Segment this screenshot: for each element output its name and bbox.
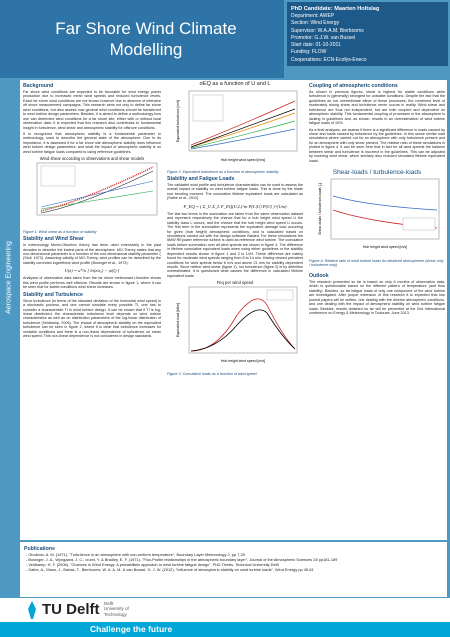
- heading: Outlook: [309, 273, 329, 279]
- figure-4: Hub height wind speed [m/s] Shear-loads …: [318, 178, 440, 249]
- info-line: Promotor: G.J.W. van Bussel: [291, 34, 356, 41]
- heading: Coupling of atmospheric conditions: [309, 83, 398, 89]
- publication: - Veldkamp, H. F. (2006), "Chances in Wi…: [26, 562, 279, 567]
- paragraph: Since turbulence (in terms of the standa…: [23, 298, 161, 339]
- heading: Stability and Wind Shear: [23, 236, 84, 243]
- publication: - Obukhov, A. M. (1971), "Turbulence in …: [26, 553, 246, 557]
- x-axis-label: Hub height wind speed [m/s]: [363, 245, 407, 249]
- university: Delft University of Technology: [104, 601, 129, 617]
- info-line: Department: AWEP: [291, 13, 335, 20]
- footer-logo-area: TU Delft Delft University of Technology: [0, 598, 450, 622]
- formula: F_EQ = ( Σ_U Σ_L F_EQ(U,L)^m P(L|U) P(U)…: [183, 203, 287, 209]
- paragraph: Far shore wind conditions are expected t…: [23, 90, 161, 130]
- figure-2: Hub height wind speed [m/s] Equivalent t…: [176, 90, 298, 162]
- poster-title: Far Shore Wind Climate Modelling: [55, 19, 237, 60]
- paragraph: Analyses of observation data taken from …: [23, 276, 161, 290]
- paragraph: In meteorology Monin-Obukhov theory has …: [23, 243, 161, 265]
- paragraph: The research presented so far is based o…: [309, 280, 445, 316]
- figure-title: Shear-loads / turbulence-loads: [332, 169, 422, 176]
- paragraph: As shown in previous figures, shear is h…: [309, 90, 445, 126]
- column-2: σEQ as a function of U and L Hub height …: [167, 81, 303, 539]
- column-1: Background Far shore wind conditions are…: [23, 81, 161, 539]
- y-axis-label: Equivalent turbulence [m/s]: [176, 100, 180, 142]
- caption: Figure 1: Wind shear as a function of st…: [23, 230, 97, 235]
- side-strip: Aerospace Engineering: [2, 220, 16, 340]
- heading: Stability and Fatigue Loads: [167, 176, 235, 182]
- x-axis-label: Hub height wind speed [m/s]: [221, 158, 265, 162]
- info-line: Start date: 01-10-2011: [291, 42, 341, 49]
- paragraph: The last two terms in the summation are …: [167, 211, 303, 278]
- publications: Publications - Obukhov, A. M. (1971), "T…: [20, 542, 447, 597]
- publication: - Sathe, A., Mann, J., Barlas, T., Bierb…: [26, 567, 314, 572]
- y-axis-label: Shear-loads / turbulence-loads [-]: [318, 183, 322, 235]
- logo-flame: [28, 601, 36, 619]
- info-line: Supervisor: W.A.A.M. Bierbooms: [291, 27, 364, 34]
- paragraph: As a final analyses, we assess if there …: [309, 127, 445, 163]
- info-line: PhD Candidate: Maarten Holtslag: [291, 6, 380, 12]
- caption: Figure 4: Relative ratio of wind turbine…: [309, 259, 444, 267]
- heading: Publications: [24, 546, 55, 552]
- column-3: Coupling of atmospheric conditions As sh…: [309, 81, 445, 539]
- heading: Stability and Turbulence: [23, 291, 83, 298]
- university-line: University of: [104, 606, 129, 612]
- title-block: Far Shore Wind Climate Modelling: [0, 0, 284, 78]
- info-line: Cooperations: ECN-Ecofys-Eneco: [291, 56, 367, 63]
- y-axis-label: Equivalent load [kNm]: [176, 303, 180, 337]
- logo-text: TU Delft: [42, 601, 100, 618]
- caption: Figure 2: Equivalent turbulence as a fun…: [167, 170, 279, 174]
- figure-title: σEQ as a function of U and L: [199, 81, 271, 87]
- figure-3: Hub height wind speed [m/s] Equivalent l…: [176, 287, 298, 363]
- caption: Figure 3: Cumulative loads as a function…: [167, 372, 257, 377]
- figure-title: Wind shear according to observations and…: [39, 156, 145, 162]
- info-line: Section: Wind Energy: [291, 20, 340, 27]
- side-label: Aerospace Engineering: [5, 241, 13, 314]
- paragraph: The validated wind profile and turbulenc…: [167, 183, 303, 201]
- publication: - Businger, J. A., Wyngaard, J. C., Izum…: [26, 557, 338, 562]
- figure-title: Feq per wind speed: [216, 280, 254, 286]
- x-axis-label: Hub height wind speed [m/s]: [221, 359, 265, 363]
- info-box: PhD Candidate: Maarten Holtslag Departmen…: [287, 2, 448, 66]
- formula: U(z) = u*/κ [ ln(z/z₀) − ψ(ζ) ]: [64, 268, 120, 274]
- university-line: Delft: [104, 601, 114, 606]
- paragraph: It is recognized that atmospheric stabil…: [23, 131, 161, 154]
- slogan: Challenge the future: [90, 624, 173, 634]
- heading: Background: [23, 83, 54, 89]
- university-line: Technology: [104, 611, 127, 617]
- footer-bar: Challenge the future: [0, 622, 450, 637]
- figure-1: [36, 162, 158, 216]
- info-line: Funding: FLOW: [291, 49, 327, 56]
